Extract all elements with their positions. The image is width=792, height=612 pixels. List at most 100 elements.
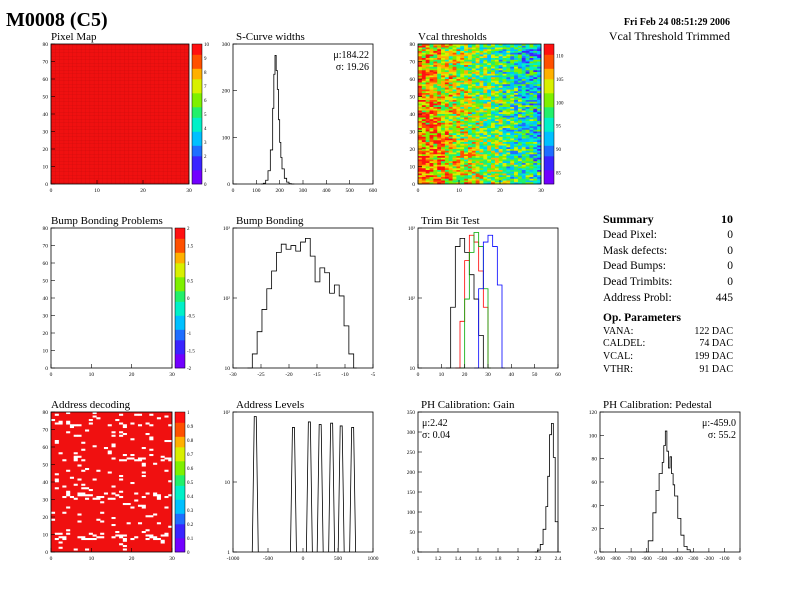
heatmap-cell: [494, 145, 500, 148]
heatmap-cell: [521, 49, 526, 52]
heatmap-cell: [487, 129, 492, 132]
heatmap-cell: [464, 103, 469, 106]
heatmap-cell: [69, 426, 74, 429]
heatmap-cell: [460, 168, 465, 171]
heatmap-cell: [491, 47, 496, 50]
colorbar-segment: [544, 89, 554, 94]
heatmap-cell: [460, 47, 465, 50]
heatmap-cell: [471, 108, 476, 111]
colorbar-frame: [174, 411, 186, 553]
heatmap-cell: [491, 143, 496, 146]
heatmap-cell: [494, 180, 500, 183]
heatmap-cell: [444, 163, 450, 166]
heatmap-cell: [494, 44, 500, 47]
heatmap-cell: [491, 150, 496, 153]
heatmap-cell: [506, 87, 511, 90]
heatmap-cell: [487, 121, 492, 124]
heatmap-cell: [517, 156, 523, 159]
heatmap-cell: [418, 89, 423, 92]
heatmap-cell: [433, 156, 438, 159]
heatmap-cell: [471, 79, 476, 82]
heatmap-cell: [533, 170, 538, 173]
heatmap-cell: [96, 518, 101, 521]
heatmap-cell: [506, 70, 511, 73]
chart-title: S-Curve widths: [236, 31, 305, 43]
heatmap-cell: [464, 66, 469, 69]
y-tick-label: 30: [43, 498, 49, 504]
heatmap-cell: [145, 515, 150, 518]
x-tick-label: -30: [229, 372, 237, 378]
heatmap-cell: [494, 80, 500, 83]
heatmap-cell: [452, 112, 457, 115]
heatmap-cell: [537, 61, 542, 64]
heatmap-cell: [502, 70, 507, 73]
heatmap-cell: [475, 161, 480, 164]
heatmap-cell: [471, 133, 476, 136]
heatmap-cell: [464, 52, 469, 55]
heatmap-cell: [471, 107, 476, 110]
heatmap-cell: [506, 84, 511, 87]
heatmap-cell: [448, 98, 453, 101]
heatmap-cell: [448, 49, 453, 52]
heatmap-cell: [441, 135, 446, 138]
heatmap-cell: [506, 171, 511, 174]
heatmap-cell: [483, 65, 488, 68]
heatmap-cell: [437, 182, 442, 185]
heatmap-cell: [471, 166, 476, 169]
heatmap-cell: [96, 536, 101, 539]
heatmap-cell: [418, 175, 423, 178]
heatmap-cell: [444, 112, 450, 115]
heatmap-cell: [525, 124, 530, 127]
heatmap-cell: [168, 424, 173, 427]
heatmap-cell: [464, 133, 469, 136]
heatmap-cell: [521, 79, 526, 82]
heatmap-cell: [491, 124, 496, 127]
heatmap-cell: [448, 136, 453, 139]
heatmap-cell: [96, 496, 101, 499]
colorbar-segment: [175, 242, 185, 246]
heatmap-cell: [498, 63, 503, 66]
heatmap-cell: [460, 49, 465, 52]
heatmap-cell: [491, 107, 496, 110]
heatmap-cell: [429, 182, 434, 185]
heatmap-cell: [533, 177, 538, 180]
heatmap-cell: [514, 171, 519, 174]
heatmap-cell: [502, 100, 507, 103]
heatmap-cell: [156, 417, 161, 420]
heatmap-cell: [483, 105, 488, 108]
heatmap-cell: [494, 161, 500, 164]
heatmap-cell: [487, 140, 492, 143]
heatmap-cell: [521, 150, 526, 153]
heatmap-cell: [475, 65, 480, 68]
heatmap-cell: [487, 75, 492, 78]
heatmap-cell: [85, 429, 90, 432]
heatmap-cell: [425, 124, 430, 127]
heatmap-cell: [467, 86, 473, 89]
heatmap-cell: [467, 142, 473, 145]
heatmap-cell: [487, 152, 492, 155]
heatmap-cell: [425, 93, 430, 96]
heatmap-cell: [96, 417, 101, 420]
heatmap-cell: [448, 75, 453, 78]
heatmap-cell: [425, 70, 430, 73]
heatmap-cell: [498, 136, 503, 139]
heatmap-cell: [537, 54, 542, 57]
heatmap-cell: [502, 136, 507, 139]
heatmap-cell: [502, 72, 507, 75]
heatmap-cell: [467, 101, 473, 104]
heatmap-cell: [471, 114, 476, 117]
colorbar-segment: [192, 142, 202, 146]
heatmap-cell: [525, 89, 530, 92]
heatmap-cell: [479, 47, 484, 50]
heatmap-cell: [111, 492, 116, 495]
heatmap-cell: [448, 86, 453, 89]
heatmap-cell: [107, 424, 112, 427]
heatmap-cell: [452, 119, 457, 122]
heatmap-cell: [506, 49, 511, 52]
colorbar-segment: [192, 135, 202, 139]
heatmap-cell: [537, 89, 542, 92]
heatmap-cell: [471, 161, 476, 164]
heatmap-cell: [506, 175, 511, 178]
heatmap-cell: [62, 459, 67, 462]
